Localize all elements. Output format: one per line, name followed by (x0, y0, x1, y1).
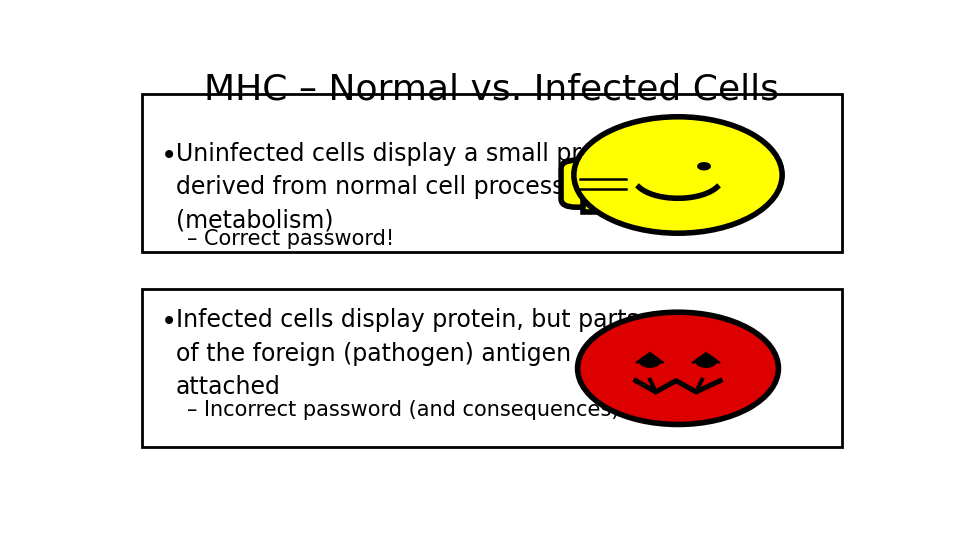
Text: MHC – Normal vs. Infected Cells: MHC – Normal vs. Infected Cells (204, 73, 780, 107)
Circle shape (578, 312, 779, 424)
Circle shape (574, 117, 782, 233)
Circle shape (698, 163, 710, 170)
Text: •: • (161, 141, 178, 170)
Text: – Incorrect password (and consequences): – Incorrect password (and consequences) (187, 400, 619, 420)
Polygon shape (692, 353, 720, 363)
Text: Infected cells display protein, but parts
of the foreign (pathogen) antigen are
: Infected cells display protein, but part… (176, 308, 638, 399)
FancyBboxPatch shape (142, 94, 842, 252)
Polygon shape (636, 353, 664, 363)
FancyBboxPatch shape (561, 160, 645, 207)
Text: – Correct password!: – Correct password! (187, 229, 395, 249)
Text: Uninfected cells display a small protein
derived from normal cell processes
(met: Uninfected cells display a small protein… (176, 141, 640, 233)
FancyBboxPatch shape (584, 197, 623, 212)
Circle shape (639, 356, 660, 367)
FancyBboxPatch shape (142, 289, 842, 447)
Circle shape (696, 356, 716, 367)
Ellipse shape (585, 140, 612, 171)
Text: •: • (161, 308, 178, 336)
